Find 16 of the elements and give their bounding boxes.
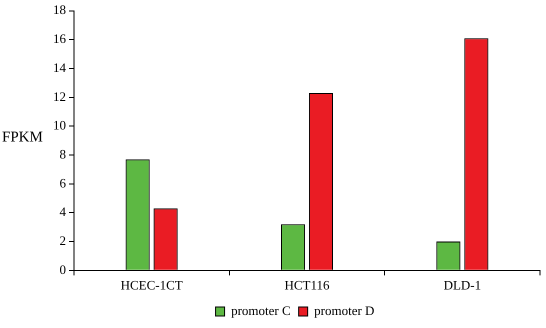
y-tick-label: 6	[60, 175, 66, 190]
y-tick-label: 0	[60, 262, 66, 277]
y-tick-label: 2	[60, 232, 66, 248]
x-tick-label: DLD-1	[444, 278, 482, 293]
y-tick-label: 18	[53, 2, 66, 18]
legend-label: promoter C	[231, 302, 291, 318]
y-tick-label: 8	[60, 146, 66, 162]
legend-label: promoter D	[314, 302, 374, 318]
y-tick-label: 14	[53, 60, 66, 75]
x-tick-label: HCEC-1CT	[120, 278, 183, 293]
y-tick-label: 4	[60, 204, 66, 220]
y-tick-label: 12	[53, 88, 66, 104]
y-tick-label: 16	[53, 31, 66, 46]
y-tick-label: 10	[53, 118, 66, 133]
y-axis-title: FPKM	[2, 130, 43, 146]
x-tick-label: HCT116	[284, 278, 330, 293]
